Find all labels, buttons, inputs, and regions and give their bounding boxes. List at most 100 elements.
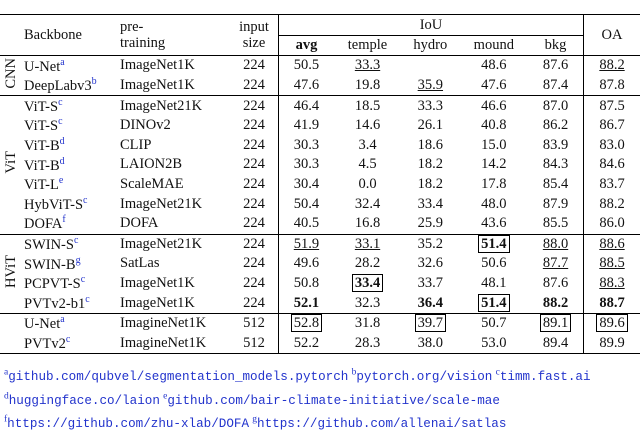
value: 86.2: [543, 117, 568, 133]
pretraining-cell: ImageNet1K: [118, 76, 230, 96]
footnote-mark: f: [62, 214, 65, 225]
backbone: ViT-L: [24, 177, 59, 193]
header-pretraining: pre-training: [118, 15, 230, 56]
value: 87.5: [599, 98, 624, 114]
value-cell: 87.5: [584, 96, 640, 116]
value: 30.3: [294, 156, 319, 172]
size-cell: 224: [230, 56, 279, 76]
value: 46.6: [481, 98, 506, 114]
value-cell: 87.7: [528, 254, 583, 274]
value-cell: 14.2: [460, 155, 528, 175]
value-cell: 88.5: [584, 254, 640, 274]
value: 39.7: [415, 314, 446, 332]
footnote-mark: c: [74, 235, 78, 246]
value-cell: 30.3: [279, 136, 334, 156]
value: 17.8: [481, 176, 506, 192]
value: 33.4: [352, 274, 383, 292]
value: 87.8: [599, 77, 624, 93]
value: 52.1: [294, 295, 319, 311]
value: 52.2: [294, 335, 319, 351]
value-cell: 43.6: [460, 214, 528, 234]
value: 84.6: [599, 156, 624, 172]
pretraining-cell: ImageNet1K: [118, 274, 230, 294]
backbone: SWIN-B: [24, 256, 76, 272]
value: 88.2: [599, 57, 624, 73]
value: 51.9: [294, 236, 319, 252]
footnote: bpytorch.org/vision: [352, 368, 496, 383]
value-cell: 87.0: [528, 96, 583, 116]
header-text: size: [243, 35, 266, 51]
value: 16.8: [355, 215, 380, 231]
backbone-cell: PCPVT-Sc: [22, 274, 118, 294]
value: 89.4: [543, 335, 568, 351]
size-cell: 224: [230, 175, 279, 195]
value: 48.6: [481, 57, 506, 73]
value: 35.2: [418, 236, 443, 252]
value-cell: 19.8: [334, 76, 401, 96]
value-cell: 26.1: [401, 116, 459, 136]
footnote-link: github.com/bair-climate-initiative/scale…: [167, 394, 500, 408]
header-iou: IoU: [279, 15, 584, 36]
footnote-mark: d: [60, 136, 65, 147]
backbone-cell: ViT-Bd: [22, 155, 118, 175]
value-cell: 40.8: [460, 116, 528, 136]
value-cell: 51.4: [460, 293, 528, 313]
footnote: ctimm.fast.ai: [496, 368, 591, 383]
footnote-mark: b: [92, 76, 97, 87]
value-cell: 86.0: [584, 214, 640, 234]
value-cell: 32.6: [401, 254, 459, 274]
value: 49.6: [294, 255, 319, 271]
size-cell: 224: [230, 116, 279, 136]
value-cell: 41.9: [279, 116, 334, 136]
pretraining-cell: ImageNet21K: [118, 234, 230, 254]
value-cell: 33.7: [401, 274, 459, 294]
value-cell: 85.4: [528, 175, 583, 195]
value: 87.7: [543, 255, 568, 271]
backbone-cell: PVTv2-b1c: [22, 293, 118, 313]
value-cell: 87.9: [528, 194, 583, 214]
value: 47.6: [481, 77, 506, 93]
value: 50.5: [294, 57, 319, 73]
value-cell: 51.9: [279, 234, 334, 254]
size-cell: 224: [230, 96, 279, 116]
value: 51.4: [478, 294, 509, 312]
pretraining-cell: SatLas: [118, 254, 230, 274]
pretraining-cell: ImagineNet1K: [118, 334, 230, 354]
value: 33.4: [418, 196, 443, 212]
value: 33.3: [418, 98, 443, 114]
value-cell: 87.6: [528, 274, 583, 294]
footnote: ghttps://github.com/allenai/satlas: [252, 415, 506, 430]
value-cell: 86.2: [528, 116, 583, 136]
value: 87.4: [543, 77, 568, 93]
value: 38.0: [418, 335, 443, 351]
value-cell: 17.8: [460, 175, 528, 195]
footnote-mark: g: [76, 255, 81, 266]
value: 88.3: [599, 275, 624, 291]
value: 46.4: [294, 98, 319, 114]
value-cell: 39.7: [401, 313, 459, 333]
header-text: training: [120, 35, 165, 51]
size-cell: 224: [230, 76, 279, 96]
value-cell: 85.5: [528, 214, 583, 234]
backbone: PVTv2: [24, 336, 66, 352]
footnotes: agithub.com/qubvel/segmentation_models.p…: [4, 364, 638, 434]
value-cell: 51.4: [460, 234, 528, 254]
value-cell: 83.0: [584, 136, 640, 156]
value-cell: 30.3: [279, 155, 334, 175]
value: 87.6: [543, 57, 568, 73]
footnote: fhttps://github.com/zhu-xlab/DOFA: [4, 415, 252, 430]
value-cell: 47.6: [460, 76, 528, 96]
value-cell: 50.7: [460, 313, 528, 333]
backbone-cell: ViT-Sc: [22, 96, 118, 116]
pretraining-cell: ImageNet1K: [118, 293, 230, 313]
size-cell: 512: [230, 313, 279, 333]
value: 89.6: [596, 314, 627, 332]
